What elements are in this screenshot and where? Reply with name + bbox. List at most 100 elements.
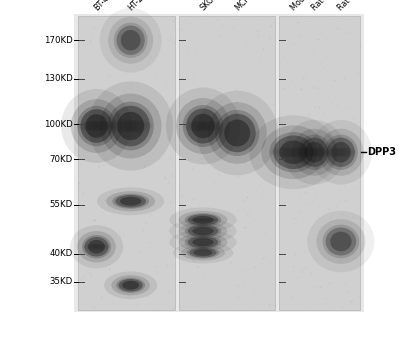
Ellipse shape [70,225,123,268]
Ellipse shape [114,120,137,132]
Ellipse shape [108,17,153,64]
Ellipse shape [286,147,310,157]
Ellipse shape [104,271,157,299]
Ellipse shape [224,120,249,146]
Ellipse shape [109,120,132,132]
Ellipse shape [176,98,229,154]
Ellipse shape [118,279,142,292]
Ellipse shape [190,218,208,222]
Bar [78,16,174,310]
Ellipse shape [332,148,348,157]
Ellipse shape [119,120,142,132]
Ellipse shape [305,148,322,157]
Ellipse shape [187,225,218,237]
Ellipse shape [281,147,305,157]
Ellipse shape [323,135,357,170]
Ellipse shape [181,245,224,260]
Ellipse shape [273,135,313,169]
Ellipse shape [300,138,328,167]
Ellipse shape [122,281,139,290]
Ellipse shape [99,93,161,159]
Ellipse shape [189,248,216,258]
Ellipse shape [111,106,150,146]
Ellipse shape [207,102,266,164]
Ellipse shape [201,218,219,222]
Ellipse shape [88,240,105,254]
Ellipse shape [92,244,107,250]
Ellipse shape [71,99,122,153]
Text: HT-29: HT-29 [126,0,148,12]
Ellipse shape [77,231,115,262]
Ellipse shape [196,121,217,131]
Ellipse shape [193,218,212,222]
Bar [74,14,363,312]
Ellipse shape [249,115,337,189]
Text: SKOV3: SKOV3 [198,0,223,12]
Ellipse shape [192,227,213,235]
Ellipse shape [83,244,97,250]
Text: 100KD: 100KD [43,120,72,129]
Ellipse shape [338,148,355,157]
Ellipse shape [178,222,227,240]
Ellipse shape [111,275,150,295]
Ellipse shape [169,230,236,254]
Ellipse shape [304,142,323,162]
Ellipse shape [97,187,164,215]
Ellipse shape [328,148,345,157]
Ellipse shape [184,236,221,249]
Ellipse shape [178,233,227,251]
Ellipse shape [85,114,107,138]
Ellipse shape [269,132,317,173]
Ellipse shape [169,208,236,232]
Ellipse shape [329,232,351,251]
Ellipse shape [169,219,236,243]
Ellipse shape [192,238,213,246]
Ellipse shape [95,121,114,131]
Ellipse shape [172,242,233,264]
Ellipse shape [276,147,300,157]
Ellipse shape [283,120,344,184]
Ellipse shape [187,237,218,248]
Ellipse shape [188,121,209,131]
Text: 130KD: 130KD [43,74,72,83]
Ellipse shape [325,228,355,256]
Ellipse shape [84,237,108,257]
Ellipse shape [107,102,154,150]
Ellipse shape [201,121,221,131]
Bar [279,16,359,310]
Ellipse shape [80,109,112,143]
Ellipse shape [61,89,132,163]
Text: 170KD: 170KD [43,36,72,45]
Ellipse shape [120,30,140,50]
Ellipse shape [88,81,173,171]
Ellipse shape [197,218,215,222]
Text: Rat brain: Rat brain [336,0,368,12]
Ellipse shape [99,8,161,72]
Ellipse shape [106,191,155,211]
Ellipse shape [87,121,106,131]
Text: DPP3: DPP3 [366,147,395,157]
Ellipse shape [279,140,307,164]
Ellipse shape [83,121,102,131]
Ellipse shape [215,110,259,156]
Ellipse shape [312,148,329,157]
Ellipse shape [112,194,149,209]
Ellipse shape [77,106,115,146]
Ellipse shape [119,197,141,206]
Ellipse shape [86,244,100,250]
Ellipse shape [261,125,325,179]
Ellipse shape [113,23,147,58]
Text: Mouse liver: Mouse liver [288,0,327,12]
Ellipse shape [192,216,213,224]
Ellipse shape [192,121,213,131]
Ellipse shape [218,114,255,152]
Ellipse shape [182,105,223,147]
Ellipse shape [326,138,354,167]
Ellipse shape [95,244,109,250]
Ellipse shape [309,120,371,184]
Ellipse shape [186,108,219,144]
Ellipse shape [82,235,111,259]
Ellipse shape [184,121,204,131]
Ellipse shape [324,148,342,157]
Ellipse shape [306,211,374,272]
